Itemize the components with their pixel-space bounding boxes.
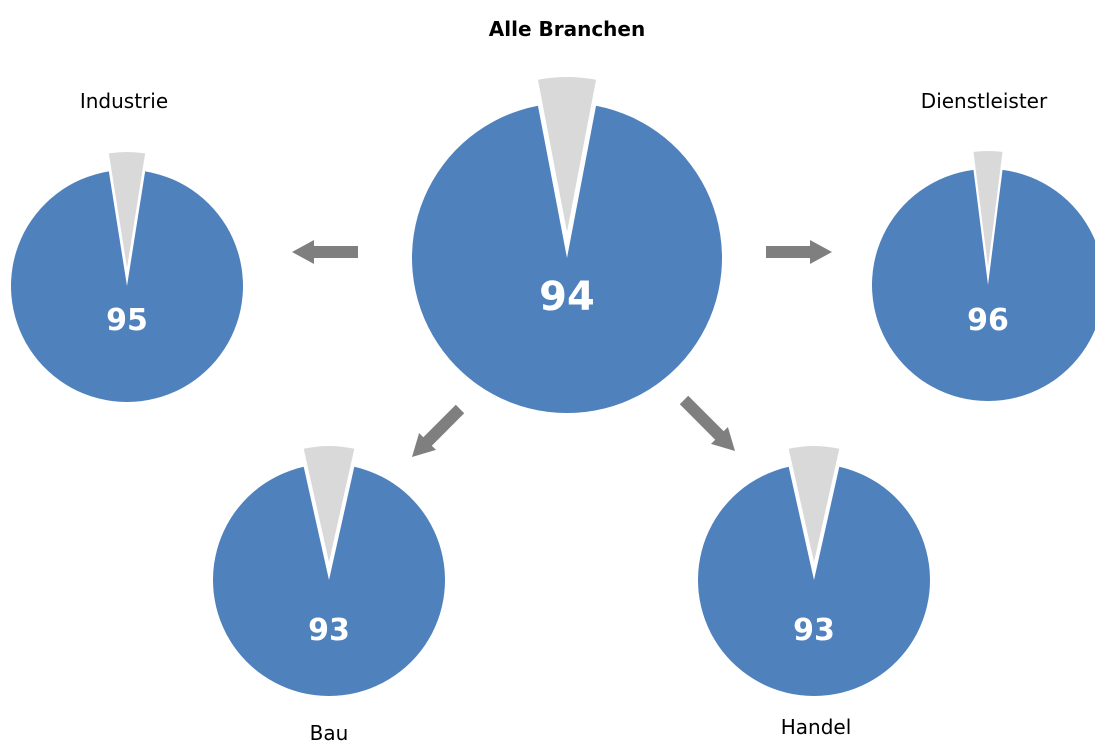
- pie-slice-value: [872, 169, 1095, 401]
- pie-value-label: 94: [539, 274, 595, 320]
- pie-category-label: Bau: [310, 721, 349, 745]
- arrow-to-bau: [412, 404, 465, 457]
- pie-slice-value: [698, 466, 931, 696]
- pies-layer: 94 Alle Branchen 95 Industrie 96 Dienstleiste…: [10, 17, 1095, 745]
- pie-value-label: 93: [308, 613, 350, 648]
- pie-slice-remainder: [537, 77, 597, 232]
- arrow-to-dienstleister: [766, 240, 832, 264]
- pie-slice-remainder: [108, 152, 146, 268]
- pie-slice-remainder: [788, 445, 840, 562]
- pie-category-label: Alle Branchen: [489, 17, 645, 41]
- pie-slice-value: [412, 105, 722, 414]
- arrows-layer: [292, 240, 832, 457]
- pie-dienstleister: 96 Dienstleister: [872, 89, 1095, 401]
- arrow-to-industrie: [292, 240, 358, 264]
- pie-handel: 93 Handel: [698, 445, 931, 739]
- pie-slice-value: [10, 171, 243, 403]
- pie-value-label: 93: [793, 613, 835, 648]
- pie-category-label: Handel: [781, 715, 852, 739]
- pie-value-label: 96: [967, 303, 1009, 338]
- pie-slice-remainder: [973, 150, 1003, 267]
- pie-slice-value: [213, 466, 446, 696]
- pie-category-label: Industrie: [80, 89, 168, 113]
- pie-slice-remainder: [303, 445, 355, 562]
- pie-alle-branchen: 94 Alle Branchen: [412, 17, 722, 414]
- pie-value-label: 95: [106, 303, 148, 338]
- pie-industrie: 95 Industrie: [10, 89, 243, 403]
- pie-bau: 93 Bau: [213, 445, 446, 745]
- pie-category-label: Dienstleister: [921, 89, 1048, 113]
- arrow-to-handel: [679, 395, 735, 451]
